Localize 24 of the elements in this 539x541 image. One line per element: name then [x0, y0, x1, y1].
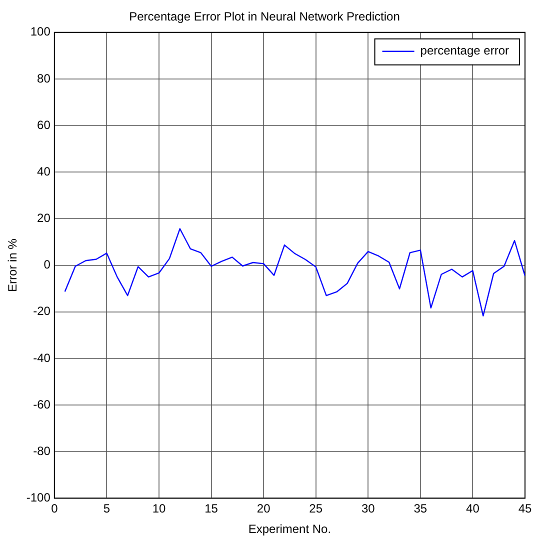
x-tick-label: 5 [103, 502, 110, 516]
x-tick-label: 25 [309, 502, 323, 516]
x-tick-label: 35 [414, 502, 428, 516]
y-tick-label: 60 [37, 118, 51, 132]
x-tick-label: 45 [518, 502, 532, 516]
y-tick-label: -60 [33, 397, 51, 412]
y-tick-label: -40 [33, 350, 51, 365]
x-axis-title: Experiment No. [248, 522, 332, 536]
legend-label: percentage error [420, 44, 510, 58]
x-tick-label: 15 [204, 502, 218, 516]
y-tick-label: 0 [44, 258, 51, 272]
x-tick-label: 10 [152, 502, 166, 516]
x-tick-label: 20 [256, 502, 271, 516]
y-tick-label: -80 [33, 444, 51, 458]
y-tick-label: -20 [33, 304, 51, 318]
chart-title: Percentage Error Plot in Neural Network Prediction [129, 10, 400, 24]
y-tick-label: 40 [37, 164, 51, 178]
y-tick-label: 80 [37, 71, 51, 86]
x-tick-label: 40 [466, 502, 480, 516]
y-axis-title: Error in % [6, 238, 20, 292]
y-tick-label: -100 [26, 490, 51, 505]
y-tick-label: 100 [30, 24, 51, 39]
y-tick-label: 20 [37, 211, 51, 226]
x-tick-label: 30 [361, 502, 376, 516]
